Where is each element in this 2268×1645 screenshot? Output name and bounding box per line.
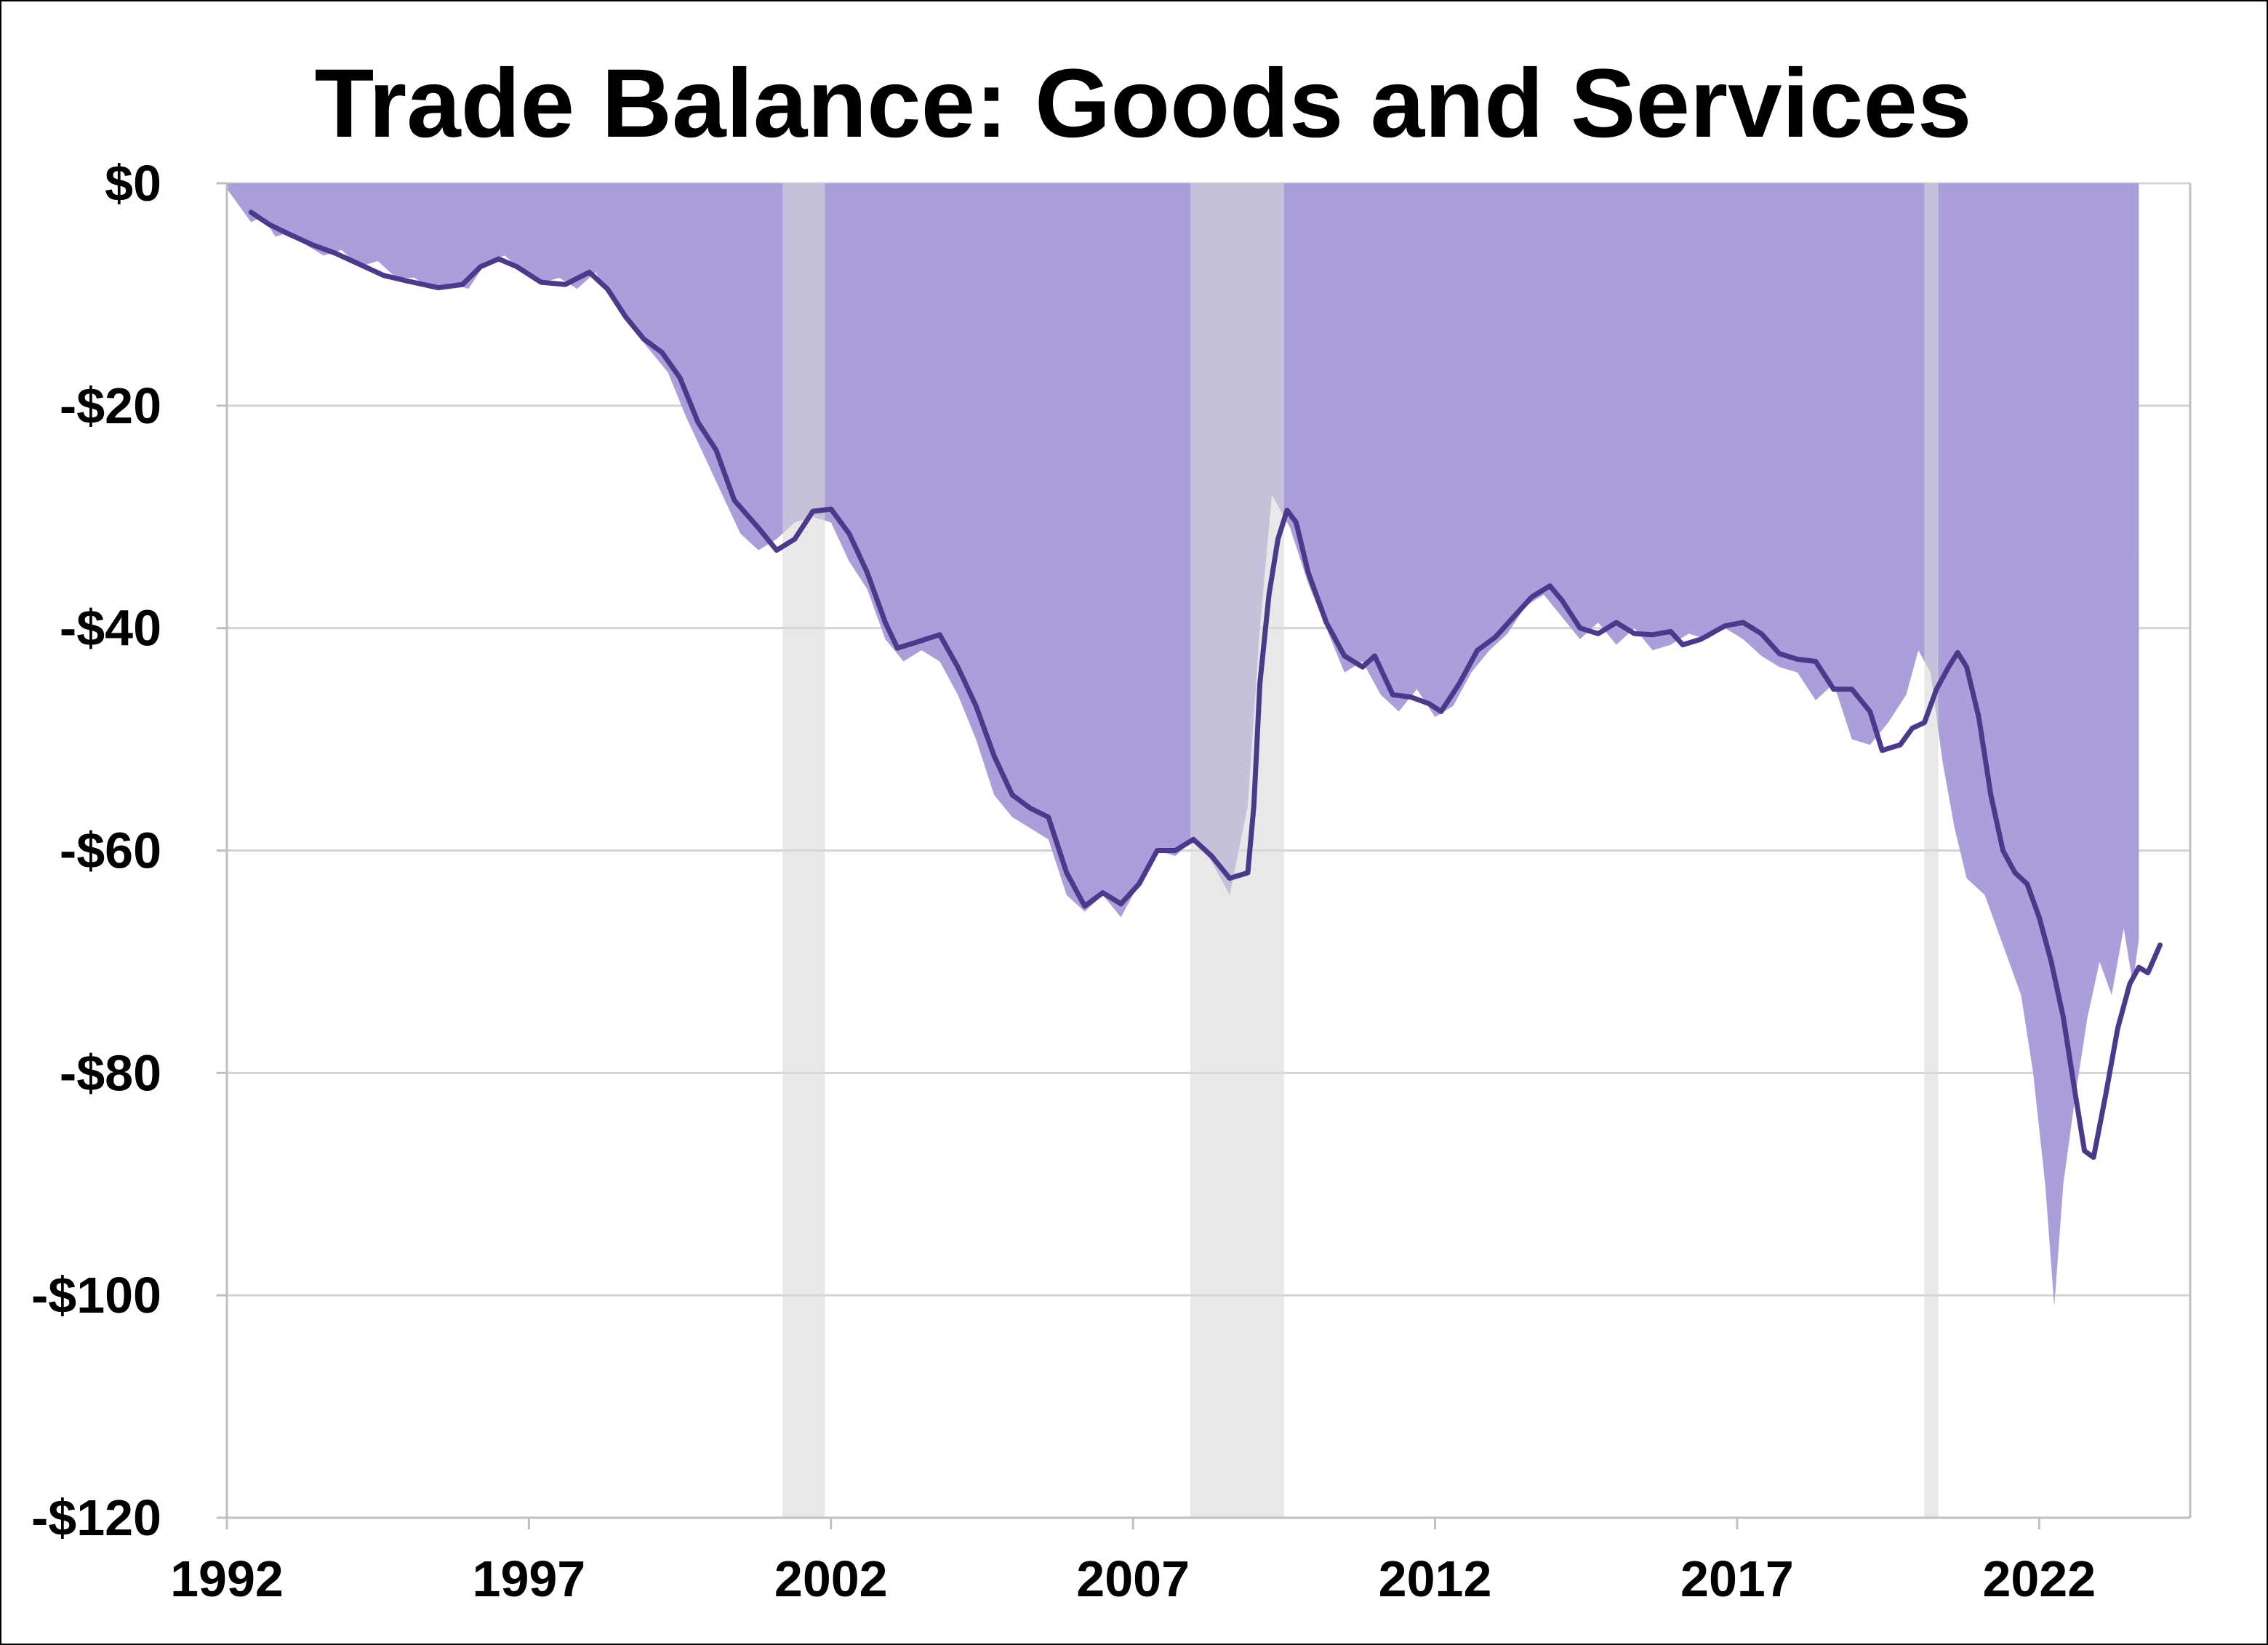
recession-band (782, 183, 825, 1518)
y-tick-label: -$60 (60, 822, 161, 879)
x-tick-label: 1997 (473, 1550, 586, 1607)
trade-balance-area (227, 183, 2139, 1307)
x-tick-label: 2007 (1076, 1550, 1190, 1607)
y-tick-label: $0 (105, 155, 161, 212)
y-tick-label: -$120 (31, 1489, 161, 1546)
x-tick-label: 2002 (774, 1550, 888, 1607)
y-tick-label: -$80 (60, 1044, 161, 1101)
trend-line (248, 209, 2163, 1160)
x-tick-label: 1992 (170, 1550, 284, 1607)
x-tick-label: 2017 (1680, 1550, 1794, 1607)
recession-band (1924, 183, 1939, 1518)
y-tick-label: -$40 (60, 600, 161, 657)
x-tick-label: 2012 (1379, 1550, 1492, 1607)
chart-title: Trade Balance: Goods and Services (315, 49, 1972, 158)
y-tick-label: -$20 (60, 377, 161, 434)
y-tick-label: -$100 (31, 1267, 161, 1324)
x-tick-label: 2022 (1982, 1550, 2096, 1607)
